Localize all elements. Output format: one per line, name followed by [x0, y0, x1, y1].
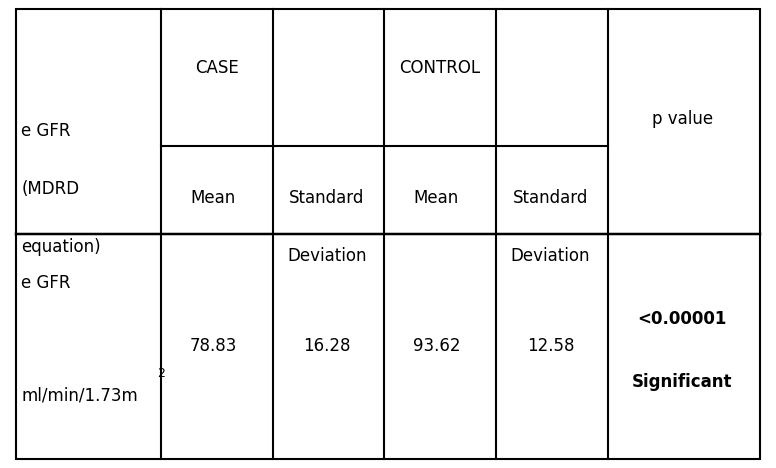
Text: p value: p value: [652, 110, 713, 128]
Text: 93.62: 93.62: [413, 337, 460, 355]
Text: CONTROL: CONTROL: [400, 59, 480, 77]
Text: 16.28: 16.28: [303, 337, 351, 355]
Text: Significant: Significant: [632, 373, 733, 391]
Text: e GFR

(MDRD

equation): e GFR (MDRD equation): [22, 122, 101, 256]
Text: Mean: Mean: [414, 189, 459, 207]
Text: e GFR: e GFR: [22, 274, 71, 292]
Text: ml/min/1.73m: ml/min/1.73m: [22, 387, 138, 405]
Text: Standard

Deviation: Standard Deviation: [511, 189, 591, 265]
Text: CASE: CASE: [195, 59, 238, 77]
Text: 2: 2: [157, 367, 165, 380]
Text: Standard

Deviation: Standard Deviation: [287, 189, 367, 265]
Text: 12.58: 12.58: [527, 337, 574, 355]
Text: 78.83: 78.83: [189, 337, 237, 355]
Text: Mean: Mean: [190, 189, 236, 207]
Text: <0.00001: <0.00001: [638, 310, 727, 329]
